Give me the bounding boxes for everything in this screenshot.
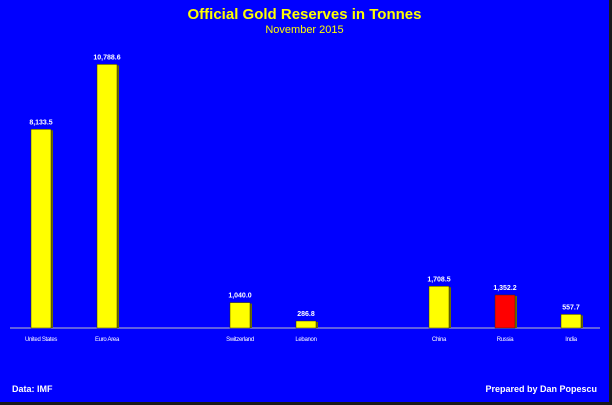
data-label-china: 1,708.5 — [427, 276, 450, 283]
tick-label-russia: Russia — [497, 337, 515, 343]
data-label-euro-area: 10,788.6 — [93, 54, 120, 61]
data-label-united-states: 8,133.5 — [29, 119, 52, 126]
credit-text: Prepared by Dan Popescu — [485, 384, 597, 394]
bar-china — [428, 286, 450, 329]
data-label-india: 557.7 — [562, 304, 580, 311]
tick-label-china: China — [432, 337, 447, 343]
bar-india — [560, 314, 582, 329]
tick-label-euro-area: Euro Area — [95, 337, 120, 343]
chart-subtitle: November 2015 — [265, 24, 344, 36]
tick-label-lebanon: Lebanon — [295, 337, 316, 343]
data-label-switzerland: 1,040.0 — [228, 293, 251, 300]
tick-label-united-states: United States — [25, 337, 57, 343]
data-source: Data: IMF — [12, 384, 53, 394]
chart-title: Official Gold Reserves in Tonnes — [187, 6, 422, 23]
bar-lebanon — [295, 320, 317, 329]
tick-label-switzerland: Switzerland — [226, 337, 254, 343]
tick-label-india: India — [565, 337, 577, 343]
bar-euro-area — [96, 64, 118, 329]
data-label-lebanon: 286.8 — [297, 311, 315, 318]
data-label-russia: 1,352.2 — [493, 285, 516, 292]
bar-united-states — [30, 129, 52, 329]
bar-russia — [494, 294, 516, 329]
bar-switzerland — [229, 302, 251, 329]
